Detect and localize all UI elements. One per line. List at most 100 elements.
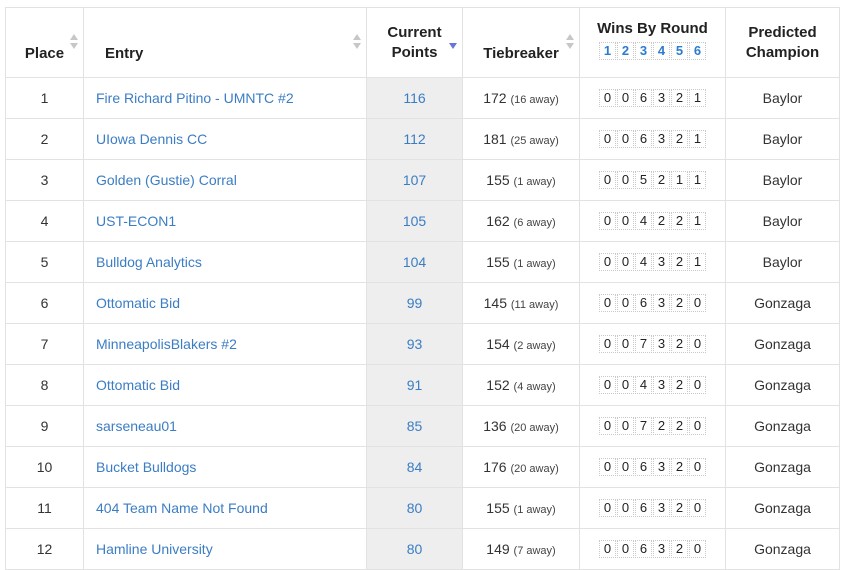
entry-cell: sarseneau01 (83, 405, 367, 447)
entry-cell: MinneapolisBlakers #2 (83, 323, 367, 365)
tiebreaker-value: 154 (486, 336, 510, 352)
round-wins: 0 (599, 540, 616, 558)
round-wins: 0 (599, 458, 616, 476)
round-wins: 0 (599, 499, 616, 517)
round-wins: 1 (671, 171, 688, 189)
table-row[interactable]: 11 404 Team Name Not Found 80 155 (1 away) 0… (5, 487, 840, 529)
round-wins: 0 (617, 458, 634, 476)
champion-cell: Baylor (725, 77, 840, 119)
round-wins: 6 (635, 540, 652, 558)
standings-table: Place Entry Current Points Tiebreaker (5, 7, 840, 570)
sort-descending-icon[interactable] (449, 43, 457, 49)
column-header-predicted-champion[interactable]: Predicted Champion (725, 7, 840, 78)
round-wins: 0 (617, 540, 634, 558)
champion-header-line1: Predicted (748, 23, 817, 41)
round-wins: 2 (671, 540, 688, 558)
sort-icon[interactable] (353, 34, 361, 50)
sort-icon[interactable] (566, 34, 574, 50)
round-wins: 2 (671, 294, 688, 312)
table-row[interactable]: 2 UIowa Dennis CC 112 181 (25 away) 0 0 6 3 2 1 Ba… (5, 118, 840, 160)
champion-cell: Gonzaga (725, 282, 840, 324)
entry-link[interactable]: Bucket Bulldogs (96, 459, 197, 475)
column-header-entry[interactable]: Entry (83, 7, 367, 78)
tiebreaker-away: (11 away) (510, 299, 559, 311)
table-row[interactable]: 6 Ottomatic Bid 99 145 (11 away) 0 0 6 3 2 0 Gonza… (5, 282, 840, 324)
table-row[interactable]: 9 sarseneau01 85 136 (20 away) 0 0 7 2 2 0 Gonzaga (5, 405, 840, 447)
table-row[interactable]: 8 Ottomatic Bid 91 152 (4 away) 0 0 4 3 2 0 Gonzag… (5, 364, 840, 406)
round-wins: 2 (671, 417, 688, 435)
round-wins: 0 (689, 417, 706, 435)
entry-link[interactable]: Bulldog Analytics (96, 254, 202, 270)
points-value: 80 (406, 541, 423, 557)
round-wins: 3 (653, 253, 670, 271)
round-wins: 0 (617, 171, 634, 189)
round-wins: 2 (671, 376, 688, 394)
entry-link[interactable]: Golden (Gustie) Corral (96, 172, 237, 188)
tiebreaker-cell: 155 (1 away) (462, 487, 580, 529)
points-value: 85 (406, 418, 423, 434)
entry-cell: 404 Team Name Not Found (83, 487, 367, 529)
tiebreaker-cell: 162 (6 away) (462, 200, 580, 242)
column-header-tiebreaker[interactable]: Tiebreaker (462, 7, 580, 78)
tiebreaker-value: 181 (483, 131, 507, 147)
round-wins: 6 (635, 458, 652, 476)
column-header-current-points[interactable]: Current Points (366, 7, 463, 78)
round-wins: 2 (653, 171, 670, 189)
place-cell: 2 (5, 118, 84, 160)
points-cell: 80 (366, 487, 463, 529)
round-wins: 0 (617, 335, 634, 353)
table-row[interactable]: 5 Bulldog Analytics 104 155 (1 away) 0 0 4 3 2 1 B… (5, 241, 840, 283)
round-wins: 2 (671, 89, 688, 107)
column-header-place[interactable]: Place (5, 7, 84, 78)
round-wins: 7 (635, 335, 652, 353)
round-wins: 6 (635, 130, 652, 148)
round-number: 4 (653, 42, 670, 60)
champion-cell: Baylor (725, 200, 840, 242)
entry-link[interactable]: UIowa Dennis CC (96, 131, 208, 147)
round-wins: 3 (653, 499, 670, 517)
entry-link[interactable]: Fire Richard Pitino - UMNTC #2 (96, 90, 294, 106)
place-cell: 12 (5, 528, 84, 570)
round-wins: 0 (599, 130, 616, 148)
place-cell: 10 (5, 446, 84, 488)
entry-link[interactable]: UST-ECON1 (96, 213, 177, 229)
tiebreaker-away: (7 away) (513, 545, 556, 557)
table-row[interactable]: 10 Bucket Bulldogs 84 176 (20 away) 0 0 6 3 2 0 Go… (5, 446, 840, 488)
round-wins: 7 (635, 417, 652, 435)
entry-link[interactable]: Hamline University (96, 541, 213, 557)
points-cell: 80 (366, 528, 463, 570)
round-wins: 2 (653, 417, 670, 435)
entry-link[interactable]: 404 Team Name Not Found (96, 500, 268, 516)
champion-cell: Gonzaga (725, 528, 840, 570)
header-row: Place Entry Current Points Tiebreaker (5, 7, 840, 78)
place-cell: 11 (5, 487, 84, 529)
entry-cell: Golden (Gustie) Corral (83, 159, 367, 201)
entry-link[interactable]: Ottomatic Bid (96, 377, 181, 393)
round-wins: 0 (617, 130, 634, 148)
table-row[interactable]: 7 MinneapolisBlakers #2 93 154 (2 away) 0 0 7 3… (5, 323, 840, 365)
table-row[interactable]: 1 Fire Richard Pitino - UMNTC #2 116 172 (1… (5, 77, 840, 119)
champion-cell: Gonzaga (725, 323, 840, 365)
entry-link[interactable]: MinneapolisBlakers #2 (96, 336, 237, 352)
points-header-line2: Points (391, 43, 438, 61)
round-wins: 1 (689, 253, 706, 271)
table-row[interactable]: 4 UST-ECON1 105 162 (6 away) 0 0 4 2 2 1 Baylor (5, 200, 840, 242)
place-cell: 1 (5, 77, 84, 119)
round-wins: 0 (617, 499, 634, 517)
table-row[interactable]: 3 Golden (Gustie) Corral 107 155 (1 away) 0 0… (5, 159, 840, 201)
champion-cell: Baylor (725, 118, 840, 160)
points-cell: 91 (366, 364, 463, 406)
tiebreaker-cell: 149 (7 away) (462, 528, 580, 570)
entry-link[interactable]: Ottomatic Bid (96, 295, 181, 311)
round-number: 1 (599, 42, 616, 60)
table-row[interactable]: 12 Hamline University 80 149 (7 away) 0 0 6 3 2 0… (5, 528, 840, 570)
round-wins: 4 (635, 253, 652, 271)
entry-link[interactable]: sarseneau01 (96, 418, 177, 434)
sort-icon[interactable] (70, 34, 78, 50)
round-wins: 0 (689, 294, 706, 312)
round-wins: 3 (653, 335, 670, 353)
points-value: 104 (402, 254, 427, 270)
tiebreaker-away: (20 away) (510, 463, 559, 475)
